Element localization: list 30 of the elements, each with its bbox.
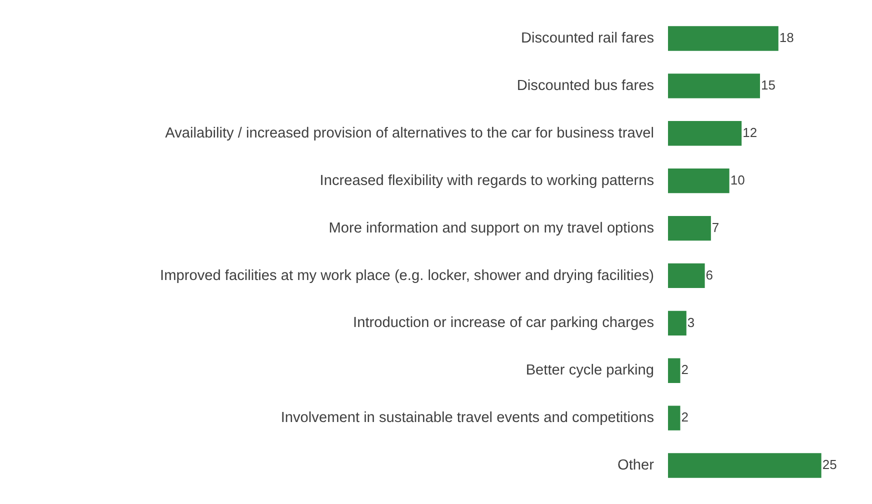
data-label: 2 [681, 410, 688, 425]
y-tick-label: More information and support on my travel options [328, 220, 654, 236]
y-tick-label: Better cycle parking [526, 362, 654, 379]
y-tick-label: Availability / increased provision of alternatives to the car for business travel [165, 125, 654, 142]
y-tick-label: Discounted bus fares [516, 78, 654, 94]
bar [668, 26, 778, 51]
data-label: 7 [712, 220, 720, 235]
data-label: 15 [761, 78, 776, 93]
bar [668, 453, 822, 478]
bar [668, 263, 705, 288]
bar [668, 358, 680, 383]
bar [668, 310, 686, 336]
data-label: 10 [730, 172, 745, 188]
y-tick-label: Other [618, 458, 654, 474]
y-tick-label: Introduction or increase of car parking charges [353, 315, 654, 332]
data-label: 18 [779, 30, 794, 46]
data-label: 3 [687, 314, 695, 330]
data-label: 12 [742, 124, 758, 140]
y-tick-label: Involvement in sustainable travel events and competitions [280, 410, 654, 426]
data-label: 2 [681, 362, 688, 378]
bar [668, 121, 742, 146]
bar [668, 74, 760, 98]
bar [668, 406, 680, 430]
y-tick-label: Increased flexibility with regards to working patterns [320, 172, 654, 189]
data-label: 25 [822, 457, 837, 472]
y-tick-label: Improved facilities at my work place (e.g. locker, shower and drying facilities) [160, 268, 654, 284]
bar [668, 216, 711, 241]
bar [668, 168, 730, 194]
y-tick-label: Discounted rail fares [520, 30, 654, 47]
data-label: 6 [706, 267, 714, 282]
